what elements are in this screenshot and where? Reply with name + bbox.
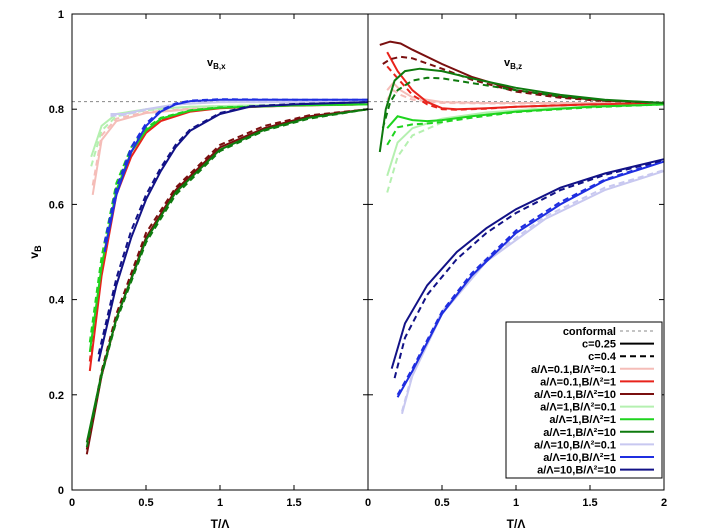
series-line-a10_b1-solid: [103, 98, 368, 253]
x-tick-label: 1.5: [286, 497, 301, 509]
x-tick-label: 1.5: [582, 497, 597, 509]
plot-frame: [71, 13, 369, 491]
legend-label: a/Λ=10,B/Λ²=0.1: [534, 439, 616, 451]
series-line-a10_b01-dashed: [110, 101, 368, 117]
legend-label: a/Λ=0.1,B/Λ²=0.1: [531, 364, 616, 376]
series-line-a1_b10-dashed: [381, 76, 665, 129]
panel-right-title: vB,z: [504, 57, 522, 71]
x-tick-label: 0: [365, 497, 371, 509]
y-tick-label: 0.6: [49, 199, 64, 211]
panel-right: 0 0.5 1 1.5 2: [365, 13, 667, 509]
legend-label: a/Λ=1,B/Λ²=10: [543, 427, 616, 439]
series-line-a10_b10-dashed: [97, 101, 369, 355]
series-line-a1_b01-solid: [386, 103, 665, 177]
legend-label: conformal: [563, 326, 616, 338]
series-line-a01_b01-dashed: [386, 88, 665, 105]
y-tick-label: 0.4: [49, 295, 65, 307]
series-line-a10_b1-dashed: [103, 98, 368, 243]
x-tick-label: 0: [69, 497, 75, 509]
series-line-a10_b1-dashed: [396, 159, 665, 396]
series-line-a10_b1-solid: [396, 160, 665, 398]
series-line-a1_b10-solid: [378, 67, 665, 153]
plot-area: [72, 98, 369, 455]
y-axis-label: vB: [27, 245, 43, 259]
x-axis-label-left: T/Λ: [211, 517, 230, 530]
x-axis-label-right: T/Λ: [507, 517, 526, 530]
series-line-a1_b10-dashed: [85, 108, 369, 448]
legend-label: a/Λ=10,B/Λ²=10: [537, 465, 616, 477]
x-tick-label: 2: [661, 497, 667, 509]
x-tick-label: 1: [513, 497, 519, 509]
x-tick-label: 0.5: [138, 497, 153, 509]
legend-label: a/Λ=10,B/Λ²=1: [543, 452, 616, 464]
plot-area: [368, 40, 665, 415]
legend-label: a/Λ=1,B/Λ²=0.1: [540, 402, 616, 414]
legend-label: a/Λ=0.1,B/Λ²=10: [534, 389, 616, 401]
legend-label: c=0.25: [582, 339, 616, 351]
legend-label: c=0.4: [588, 351, 617, 363]
series-line-a10_b01-dashed: [401, 169, 665, 412]
legend-label: a/Λ=1,B/Λ²=1: [549, 414, 616, 426]
series-line-a01_b10-solid: [379, 40, 665, 104]
series-line-a01_b1-dashed: [386, 65, 665, 111]
legend: conformalc=0.25c=0.4a/Λ=0.1,B/Λ²=0.1a/Λ=…: [505, 321, 663, 479]
series-line-a10_b10-dashed: [393, 159, 665, 379]
y-tick-label: 1: [58, 9, 64, 21]
series-line-a1_b1-solid: [386, 103, 665, 129]
legend-box: [505, 321, 663, 479]
y-tick-label: 0.8: [49, 104, 64, 116]
panel-left-title: vB,x: [207, 57, 226, 71]
series-line-a1_b1-dashed: [386, 103, 665, 146]
series-line-a10_b10-solid: [390, 158, 665, 369]
y-tick-label: 0: [58, 485, 64, 497]
legend-label: a/Λ=0.1,B/Λ²=1: [540, 376, 616, 388]
series-line-a1_b01-dashed: [386, 103, 665, 193]
series-line-a01_b10-dashed: [382, 55, 665, 104]
x-tick-label: 0.5: [434, 497, 449, 509]
x-tick-label: 1: [217, 497, 223, 509]
y-tick-label: 0.2: [49, 390, 64, 402]
series-line-a01_b01-dashed: [91, 103, 369, 186]
panel-left: 0 0.5 1 1.5 0 0.2 0.4 0.6 0.8 1: [49, 9, 369, 509]
